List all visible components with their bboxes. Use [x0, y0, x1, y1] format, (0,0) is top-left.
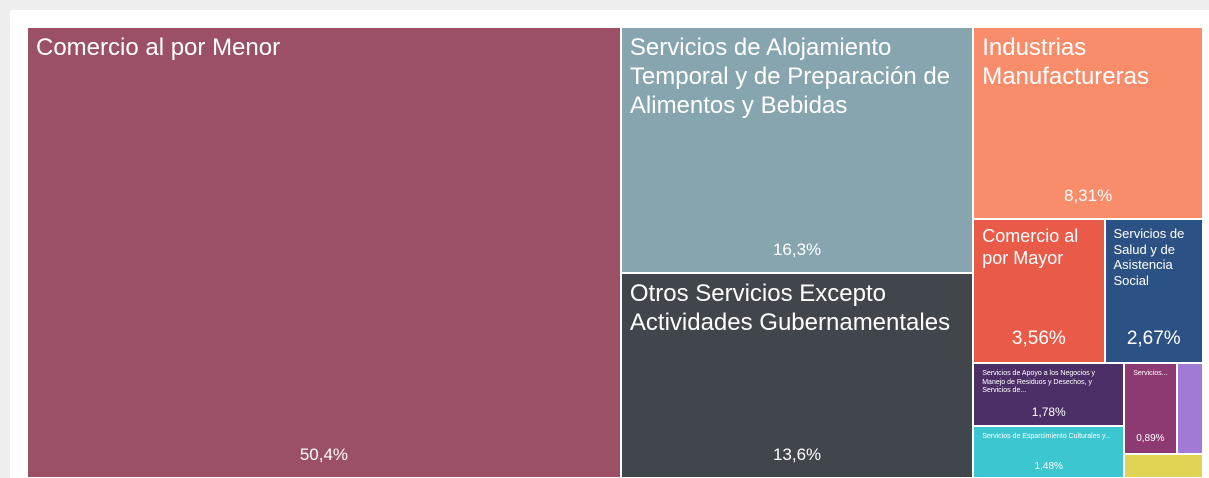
treemap-cell: Servicios... 0,89%	[1124, 363, 1177, 454]
cell-label: Servicios de Esparcimiento Culturales y.…	[982, 432, 1111, 440]
value-label: 3,56%	[1011, 328, 1066, 350]
cell-label: Comercio al por Mayor	[982, 226, 1079, 268]
value-label: 2,67%	[1126, 328, 1181, 350]
cell-label: Servicios...	[1133, 370, 1168, 378]
treemap-cell: Servicios de Apoyo a los Negocios y Mane…	[973, 363, 1125, 426]
treemap: Comercio al por Menor 50,4% Servicios de A…	[27, 27, 1203, 478]
treemap-cell: Servicios de Alojamiento Temporal y de P…	[620, 27, 974, 273]
cell-label: Servicios de Alojamiento Temporal y de P…	[629, 34, 951, 119]
value-label: 50,4%	[299, 445, 349, 464]
treemap-cell: Servicios de Esparcimiento Culturales y.…	[973, 425, 1125, 478]
cell-label: Industrias Manufactureras	[982, 34, 1149, 90]
value-label: 1,48%	[1034, 460, 1063, 472]
treemap-cell: Industrias Manufactureras 8,31%	[973, 27, 1203, 220]
value-label: 16,3%	[772, 239, 822, 259]
treemap-cell: Comercio al por Menor 50,4%	[27, 27, 621, 478]
value-label: 8,31%	[1064, 186, 1113, 206]
treemap-cell: Otros Servicios Excepto Actividades Gube…	[620, 272, 974, 478]
cell-label: Comercio al por Menor	[36, 34, 281, 61]
treemap-cell	[1124, 453, 1203, 478]
cell-label: Otros Servicios Excepto Actividades Gube…	[629, 279, 951, 336]
treemap-cell	[1176, 363, 1203, 454]
value-label: 1,78%	[1031, 404, 1066, 419]
value-label: 0,89%	[1136, 432, 1165, 444]
cell-label: Servicios de Salud y de Asistencia Socia…	[1113, 226, 1185, 288]
treemap-cell: Comercio al por Mayor 3,56%	[973, 219, 1105, 364]
cell-label: Servicios de Apoyo a los Negocios y Mane…	[982, 370, 1096, 395]
value-label: 13,6%	[772, 444, 822, 464]
treemap-cell: Servicios de Salud y de Asistencia Socia…	[1104, 219, 1203, 364]
